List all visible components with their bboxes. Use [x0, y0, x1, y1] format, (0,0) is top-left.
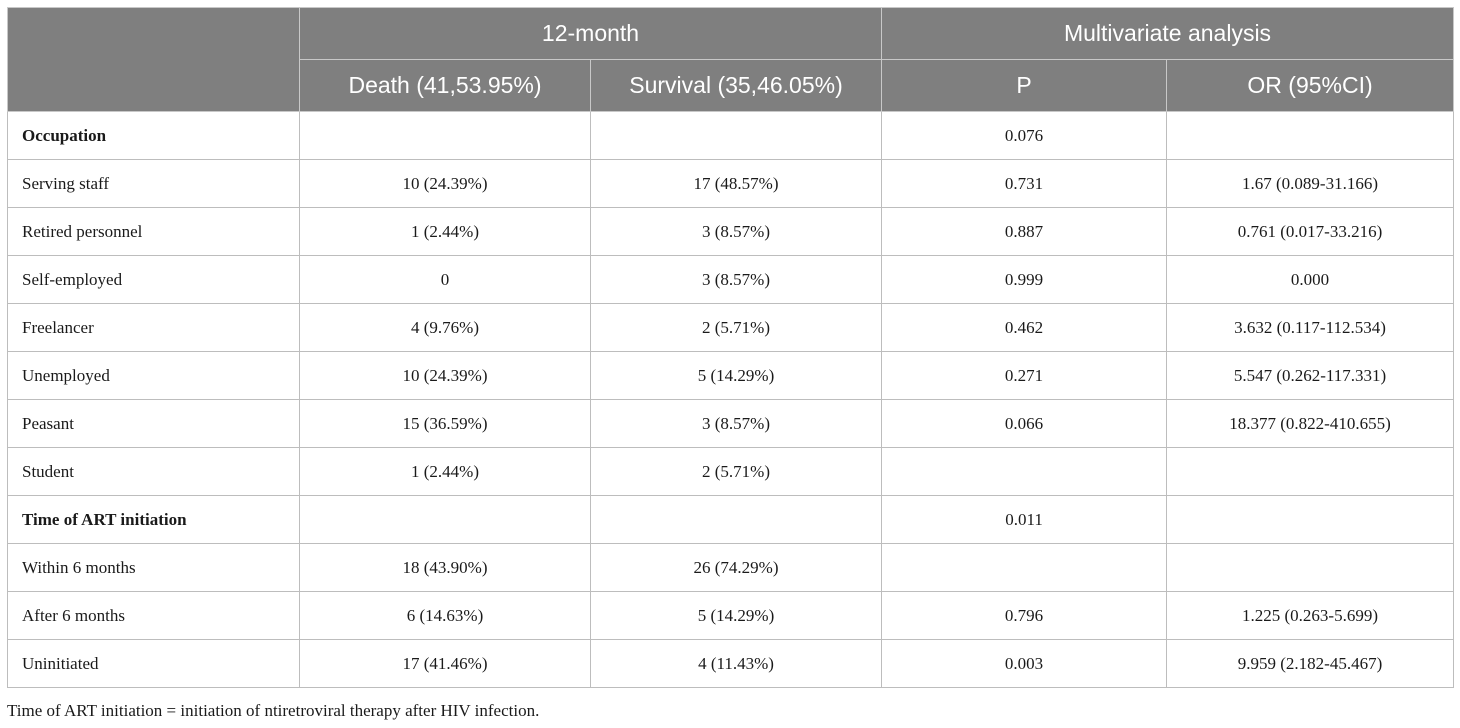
- cell-or: 0.761 (0.017-33.216): [1166, 207, 1455, 256]
- header-death: Death (41,53.95%): [299, 59, 591, 112]
- cell-p: [881, 447, 1168, 496]
- table-row: Peasant 15 (36.59%) 3 (8.57%) 0.066 18.3…: [7, 399, 1455, 448]
- row-label: Serving staff: [7, 159, 300, 208]
- cell-p: 0.796: [881, 591, 1168, 640]
- cell-or: 0.000: [1166, 255, 1455, 304]
- row-label: Uninitiated: [7, 639, 300, 688]
- header-blank-cell: [7, 7, 300, 112]
- cell-death: [299, 495, 591, 544]
- row-label: After 6 months: [7, 591, 300, 640]
- row-label: Occupation: [7, 111, 300, 160]
- table-row: Serving staff 10 (24.39%) 17 (48.57%) 0.…: [7, 159, 1455, 208]
- table-container: 12-month Multivariate analysis Death (41…: [7, 7, 1455, 688]
- cell-p: 0.066: [881, 399, 1168, 448]
- row-label: Within 6 months: [7, 543, 300, 592]
- cell-survival: 26 (74.29%): [589, 543, 883, 592]
- cell-death: 4 (9.76%): [299, 303, 591, 352]
- table-header: 12-month Multivariate analysis Death (41…: [7, 7, 1455, 112]
- cell-death: 0: [299, 255, 591, 304]
- cell-or: 18.377 (0.822-410.655): [1166, 399, 1455, 448]
- table-row: Self-employed 0 3 (8.57%) 0.999 0.000: [7, 255, 1455, 304]
- cell-death: 15 (36.59%): [299, 399, 591, 448]
- header-p: P: [881, 59, 1168, 112]
- row-label: Freelancer: [7, 303, 300, 352]
- cell-survival: 5 (14.29%): [589, 591, 883, 640]
- cell-survival: [589, 111, 883, 160]
- cell-survival: 3 (8.57%): [589, 255, 883, 304]
- table-row: Uninitiated 17 (41.46%) 4 (11.43%) 0.003…: [7, 639, 1455, 688]
- table-row: Freelancer 4 (9.76%) 2 (5.71%) 0.462 3.6…: [7, 303, 1455, 352]
- cell-or: 9.959 (2.182-45.467): [1166, 639, 1455, 688]
- cell-survival: 5 (14.29%): [589, 351, 883, 400]
- table-row: Unemployed 10 (24.39%) 5 (14.29%) 0.271 …: [7, 351, 1455, 400]
- cell-survival: 17 (48.57%): [589, 159, 883, 208]
- row-label: Time of ART initiation: [7, 495, 300, 544]
- cell-death: 6 (14.63%): [299, 591, 591, 640]
- cell-or: [1166, 495, 1455, 544]
- table-row: Retired personnel 1 (2.44%) 3 (8.57%) 0.…: [7, 207, 1455, 256]
- table-body: Occupation 0.076 Serving staff 10 (24.39…: [7, 111, 1455, 688]
- cell-death: 10 (24.39%): [299, 159, 591, 208]
- cell-or: 3.632 (0.117-112.534): [1166, 303, 1455, 352]
- cell-death: 18 (43.90%): [299, 543, 591, 592]
- row-label: Self-employed: [7, 255, 300, 304]
- cell-p: 0.462: [881, 303, 1168, 352]
- cell-survival: 3 (8.57%): [589, 399, 883, 448]
- cell-survival: 2 (5.71%): [589, 447, 883, 496]
- cell-p: 0.999: [881, 255, 1168, 304]
- cell-death: 1 (2.44%): [299, 207, 591, 256]
- table-row: Within 6 months 18 (43.90%) 26 (74.29%): [7, 543, 1455, 592]
- row-label: Student: [7, 447, 300, 496]
- table-row: Occupation 0.076: [7, 111, 1455, 160]
- cell-death: [299, 111, 591, 160]
- cell-p: 0.731: [881, 159, 1168, 208]
- table-row: Student 1 (2.44%) 2 (5.71%): [7, 447, 1455, 496]
- row-label: Peasant: [7, 399, 300, 448]
- cell-p: [881, 543, 1168, 592]
- cell-p: 0.011: [881, 495, 1168, 544]
- header-or: OR (95%CI): [1166, 59, 1455, 112]
- cell-p: 0.887: [881, 207, 1168, 256]
- cell-p: 0.076: [881, 111, 1168, 160]
- results-table: 12-month Multivariate analysis Death (41…: [7, 7, 1455, 688]
- row-label: Retired personnel: [7, 207, 300, 256]
- cell-or: [1166, 111, 1455, 160]
- cell-p: 0.271: [881, 351, 1168, 400]
- cell-death: 10 (24.39%): [299, 351, 591, 400]
- cell-death: 1 (2.44%): [299, 447, 591, 496]
- cell-survival: 3 (8.57%): [589, 207, 883, 256]
- cell-or: [1166, 543, 1455, 592]
- table-row: Time of ART initiation 0.011: [7, 495, 1455, 544]
- cell-survival: 2 (5.71%): [589, 303, 883, 352]
- cell-or: 5.547 (0.262-117.331): [1166, 351, 1455, 400]
- cell-or: [1166, 447, 1455, 496]
- cell-survival: 4 (11.43%): [589, 639, 883, 688]
- row-label: Unemployed: [7, 351, 300, 400]
- header-survival: Survival (35,46.05%): [589, 59, 883, 112]
- table-row: After 6 months 6 (14.63%) 5 (14.29%) 0.7…: [7, 591, 1455, 640]
- cell-or: 1.225 (0.263-5.699): [1166, 591, 1455, 640]
- cell-or: 1.67 (0.089-31.166): [1166, 159, 1455, 208]
- table-footnote: Time of ART initiation = initiation of n…: [7, 701, 540, 720]
- cell-death: 17 (41.46%): [299, 639, 591, 688]
- cell-survival: [589, 495, 883, 544]
- header-group-12-month: 12-month: [298, 7, 883, 60]
- header-group-multivariate: Multivariate analysis: [881, 7, 1455, 60]
- cell-p: 0.003: [881, 639, 1168, 688]
